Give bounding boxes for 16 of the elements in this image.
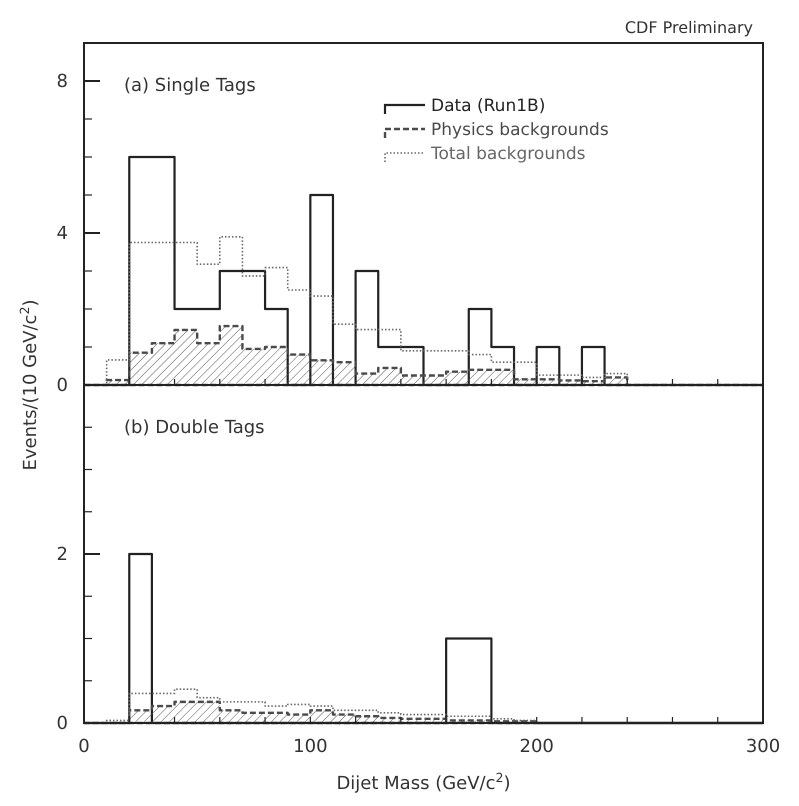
y-tick-label: 8 [56, 70, 68, 92]
y-tick-label: 4 [56, 222, 68, 244]
legend-label: Data (Run1B) [431, 96, 546, 116]
legend-label: Total backgrounds [430, 144, 586, 164]
x-tick-label: 0 [78, 736, 90, 757]
text: (a) Single Tags [124, 75, 256, 96]
y-tick-label: 0 [56, 374, 68, 396]
x-tick-label: 300 [746, 736, 780, 757]
y-tick-label: 0 [56, 712, 68, 734]
x-tick-label: 100 [293, 736, 328, 757]
x-tick-label: 200 [519, 736, 554, 757]
y-tick-label: 2 [56, 544, 68, 565]
x-axis-title: Dijet Mass (GeV/c$^{2}$) [336, 770, 511, 794]
text: Physics backgrounds [431, 120, 609, 140]
text: (b) Double Tags [124, 417, 265, 438]
text: CDF Preliminary [624, 18, 753, 37]
